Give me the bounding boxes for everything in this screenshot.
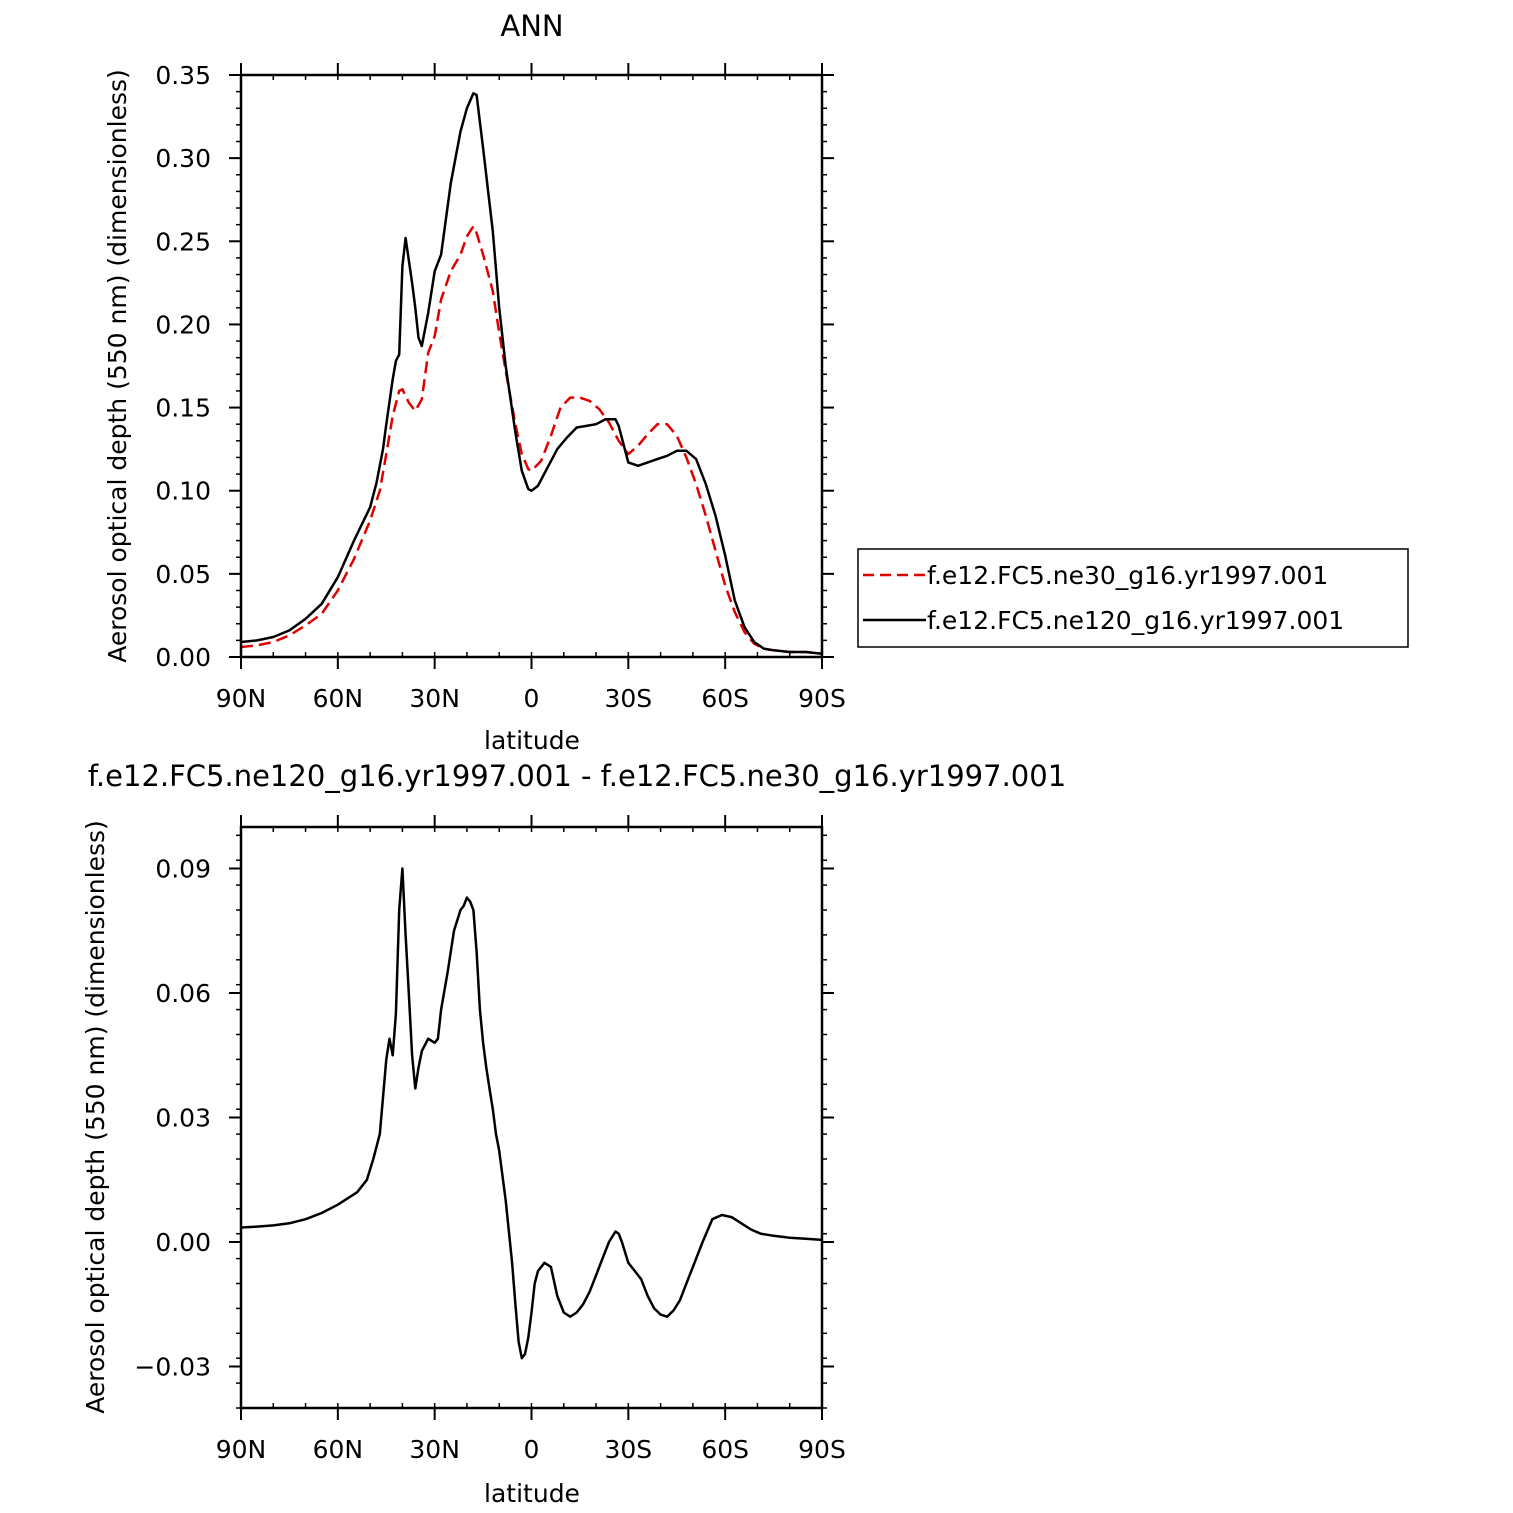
- bottom-plot-frame: [239, 825, 824, 1410]
- x-tick-label: 60S: [701, 684, 749, 713]
- bottom-series: [240, 867, 823, 1360]
- bottom-tick-labels: 90N 60N 30N 0 30S 60S 90S −0.03 0.00 0.03 0.06 0.09: [134, 855, 845, 1465]
- series-line-0: [240, 867, 823, 1360]
- top-series: [240, 92, 823, 655]
- y-tick-label: 0.20: [155, 310, 211, 339]
- x-tick-label: 90N: [216, 1435, 267, 1464]
- top-plot-frame: [239, 73, 824, 659]
- y-tick-label: −0.03: [134, 1353, 211, 1382]
- y-tick-label: 0.10: [155, 477, 211, 506]
- y-tick-label: 0.03: [155, 1104, 211, 1133]
- y-tick-label: 0.30: [155, 144, 211, 173]
- x-tick-label: 30N: [409, 1435, 460, 1464]
- series-line-0: [240, 225, 823, 655]
- top-y-axis-title: Aerosol optical depth (550 nm) (dimensio…: [103, 69, 132, 663]
- top-tick-labels: 90N 60N 30N 0 30S 60S 90S 0.00 0.05 0.10 0.15 0.20 0…: [155, 61, 846, 713]
- x-tick-label: 90S: [798, 1435, 846, 1464]
- y-tick-label: 0.15: [155, 394, 211, 423]
- legend-label-ne30: f.e12.FC5.ne30_g16.yr1997.001: [927, 561, 1328, 590]
- top-plot-title: ANN: [500, 9, 563, 43]
- legend-label-ne120: f.e12.FC5.ne120_g16.yr1997.001: [927, 606, 1344, 635]
- bottom-ticks: [229, 815, 834, 1420]
- x-tick-label: 30N: [409, 684, 460, 713]
- x-tick-label: 0: [524, 684, 540, 713]
- y-tick-label: 0.06: [155, 979, 211, 1008]
- x-tick-label: 60S: [701, 1435, 749, 1464]
- x-tick-label: 30S: [604, 684, 652, 713]
- x-tick-label: 0: [524, 1435, 540, 1464]
- top-x-axis-title: latitude: [484, 726, 580, 755]
- y-tick-label: 0.05: [155, 560, 211, 589]
- bottom-x-axis-title: latitude: [484, 1479, 580, 1508]
- legend: f.e12.FC5.ne30_g16.yr1997.001 f.e12.FC5.…: [857, 548, 1409, 648]
- x-tick-label: 60N: [313, 684, 364, 713]
- legend-box: [857, 548, 1409, 648]
- x-tick-label: 60N: [313, 1435, 364, 1464]
- top-ticks: [229, 63, 834, 669]
- top-panel: ANN 90N 60N 30N 0 30S 60S 90S 0.00 0.05 0.10 0.15 0…: [103, 9, 1409, 755]
- bottom-plot-title: f.e12.FC5.ne120_g16.yr1997.001 - f.e12.F…: [88, 759, 1066, 793]
- bottom-panel: f.e12.FC5.ne120_g16.yr1997.001 - f.e12.F…: [81, 759, 1066, 1508]
- x-tick-label: 90N: [216, 684, 267, 713]
- series-line-1: [240, 92, 823, 655]
- y-tick-label: 0.00: [155, 643, 211, 672]
- x-tick-label: 90S: [798, 684, 846, 713]
- y-tick-label: 0.25: [155, 227, 211, 256]
- bottom-y-axis-title: Aerosol optical depth (550 nm) (dimensio…: [81, 820, 110, 1414]
- y-tick-label: 0.35: [155, 61, 211, 90]
- y-tick-label: 0.09: [155, 855, 211, 884]
- y-tick-label: 0.00: [155, 1228, 211, 1257]
- x-tick-label: 30S: [604, 1435, 652, 1464]
